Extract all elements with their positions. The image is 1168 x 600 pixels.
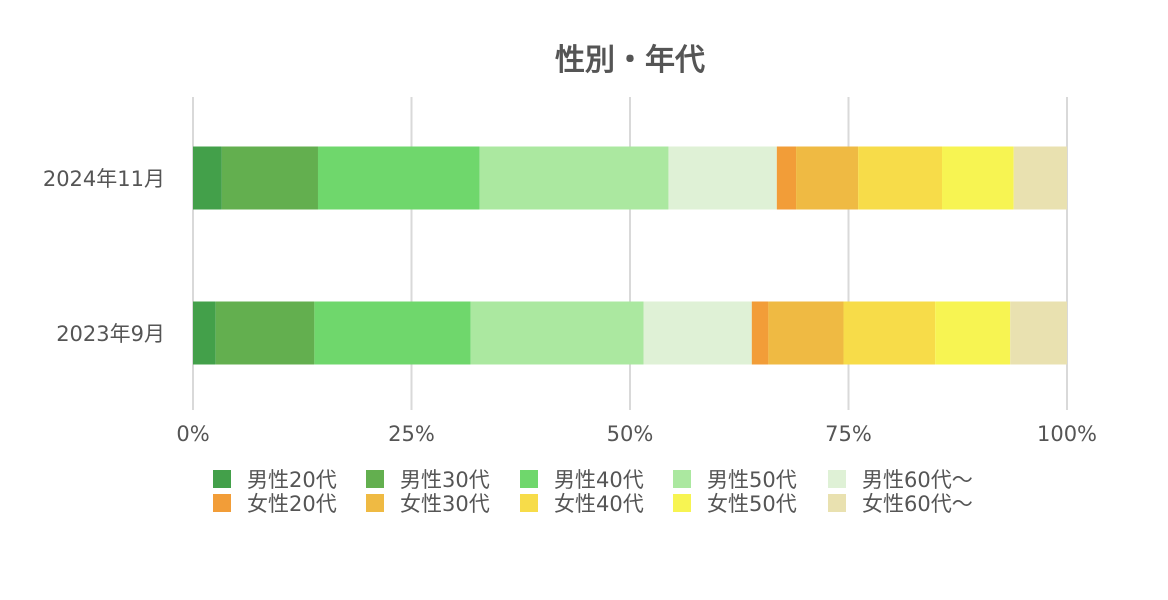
- bar-segment[interactable]: [1010, 301, 1067, 365]
- bars: [193, 146, 1067, 365]
- bar-segment[interactable]: [314, 301, 471, 365]
- bar-segment[interactable]: [193, 146, 222, 210]
- x-axis-tick-label: 50%: [607, 422, 654, 446]
- legend-label: 女性30代: [400, 492, 490, 516]
- legend-swatch: [366, 494, 384, 512]
- x-axis-tick-label: 25%: [388, 422, 435, 446]
- legend-item[interactable]: 男性60代〜: [828, 468, 973, 492]
- legend-item[interactable]: 女性50代: [673, 492, 797, 516]
- legend-swatch: [828, 470, 846, 488]
- legend-item[interactable]: 女性40代: [520, 492, 644, 516]
- legend-item[interactable]: 女性20代: [213, 492, 337, 516]
- x-axis-tick-label: 100%: [1037, 422, 1097, 446]
- legend-label: 男性40代: [554, 468, 644, 492]
- bar-segment[interactable]: [942, 146, 1014, 210]
- bar-segment[interactable]: [668, 146, 777, 210]
- bar-segment[interactable]: [796, 146, 859, 210]
- legend-swatch: [520, 470, 538, 488]
- bar-segment[interactable]: [193, 301, 216, 365]
- bar-segment[interactable]: [221, 146, 318, 210]
- x-axis-tick-labels: 0% 25% 50% 75% 100%: [176, 422, 1097, 446]
- legend-swatch: [520, 494, 538, 512]
- legend-label: 男性20代: [247, 468, 337, 492]
- bar-segment[interactable]: [776, 146, 797, 210]
- bar-segment[interactable]: [470, 301, 644, 365]
- bar-segment[interactable]: [317, 146, 480, 210]
- legend-swatch: [213, 494, 231, 512]
- legend-item[interactable]: 男性30代: [366, 468, 490, 492]
- legend-swatch: [828, 494, 846, 512]
- legend-label: 女性50代: [707, 492, 797, 516]
- legend-label: 女性60代〜: [862, 492, 973, 516]
- legend-item[interactable]: 男性40代: [520, 468, 644, 492]
- legend-label: 男性30代: [400, 468, 490, 492]
- legend-swatch: [366, 470, 384, 488]
- bar-segment[interactable]: [479, 146, 669, 210]
- y-axis-category-label: 2024年11月: [43, 167, 165, 191]
- legend-label: 女性40代: [554, 492, 644, 516]
- bar-segment[interactable]: [843, 301, 936, 365]
- x-axis-tick-label: 75%: [825, 422, 872, 446]
- chart-title: 性別・年代: [555, 43, 705, 78]
- legend: 男性20代 男性30代 男性40代 男性50代 男性60代〜女性20代 女性30代 女性40…: [213, 468, 973, 516]
- x-axis-tick-label: 0%: [176, 422, 209, 446]
- bar-segment[interactable]: [215, 301, 315, 365]
- bar-segment[interactable]: [643, 301, 752, 365]
- bar-segment[interactable]: [768, 301, 844, 365]
- legend-item[interactable]: 男性20代: [213, 468, 337, 492]
- bar-segment[interactable]: [751, 301, 769, 365]
- y-axis-labels: 2024年11月 2023年9月: [43, 167, 165, 346]
- legend-item[interactable]: 女性60代〜: [828, 492, 973, 516]
- legend-swatch: [213, 470, 231, 488]
- legend-label: 男性50代: [707, 468, 797, 492]
- legend-swatch: [673, 494, 691, 512]
- legend-item[interactable]: 男性50代: [673, 468, 797, 492]
- bar-segment[interactable]: [858, 146, 943, 210]
- bar-segment[interactable]: [935, 301, 1011, 365]
- legend-label: 女性20代: [247, 492, 337, 516]
- legend-item[interactable]: 女性30代: [366, 492, 490, 516]
- y-axis-category-label: 2023年9月: [56, 322, 165, 346]
- legend-label: 男性60代〜: [862, 468, 973, 492]
- bar-segment[interactable]: [1013, 146, 1067, 210]
- legend-swatch: [673, 470, 691, 488]
